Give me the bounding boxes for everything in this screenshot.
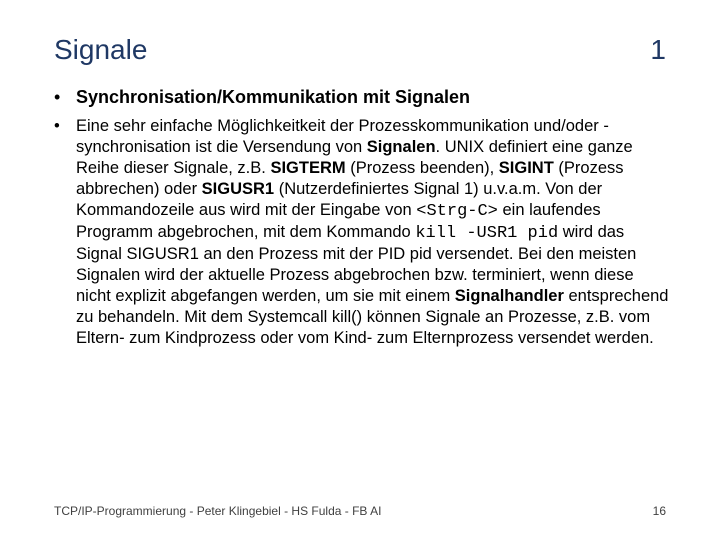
text-bold: SIGTERM	[270, 159, 345, 177]
footer-text: TCP/IP-Programmierung - Peter Klingebiel…	[54, 504, 381, 518]
text-bold: SIGUSR1	[202, 180, 274, 198]
slide-body: • Synchronisation/Kommunikation mit Sign…	[50, 86, 670, 357]
slide-title-number: 1	[650, 34, 666, 66]
bullet-1-content: Synchronisation/Kommunikation mit Signal…	[76, 86, 670, 108]
text-bold: Signalen	[367, 138, 436, 156]
slide-footer: TCP/IP-Programmierung - Peter Klingebiel…	[54, 504, 666, 518]
bullet-marker-icon: •	[50, 86, 76, 108]
text-mono: kill -USR1 pid	[415, 224, 558, 243]
text-run: (Prozess beenden),	[346, 159, 499, 177]
slide-title: Signale	[54, 34, 147, 66]
text-mono: <Strg-C>	[416, 202, 498, 221]
text-bold: SIGINT	[499, 159, 554, 177]
page-number: 16	[653, 504, 666, 518]
bullet-1-text: Synchronisation/Kommunikation mit Signal…	[76, 87, 470, 107]
bullet-2: • Eine sehr einfache Möglichkeitkeit der…	[50, 116, 670, 349]
bullet-1: • Synchronisation/Kommunikation mit Sign…	[50, 86, 670, 108]
text-bold: Signalhandler	[455, 287, 564, 305]
slide: Signale 1 • Synchronisation/Kommunikatio…	[0, 0, 720, 540]
title-row: Signale 1	[54, 34, 666, 66]
bullet-2-content: Eine sehr einfache Möglichkeitkeit der P…	[76, 116, 670, 349]
bullet-marker-icon: •	[50, 116, 76, 349]
